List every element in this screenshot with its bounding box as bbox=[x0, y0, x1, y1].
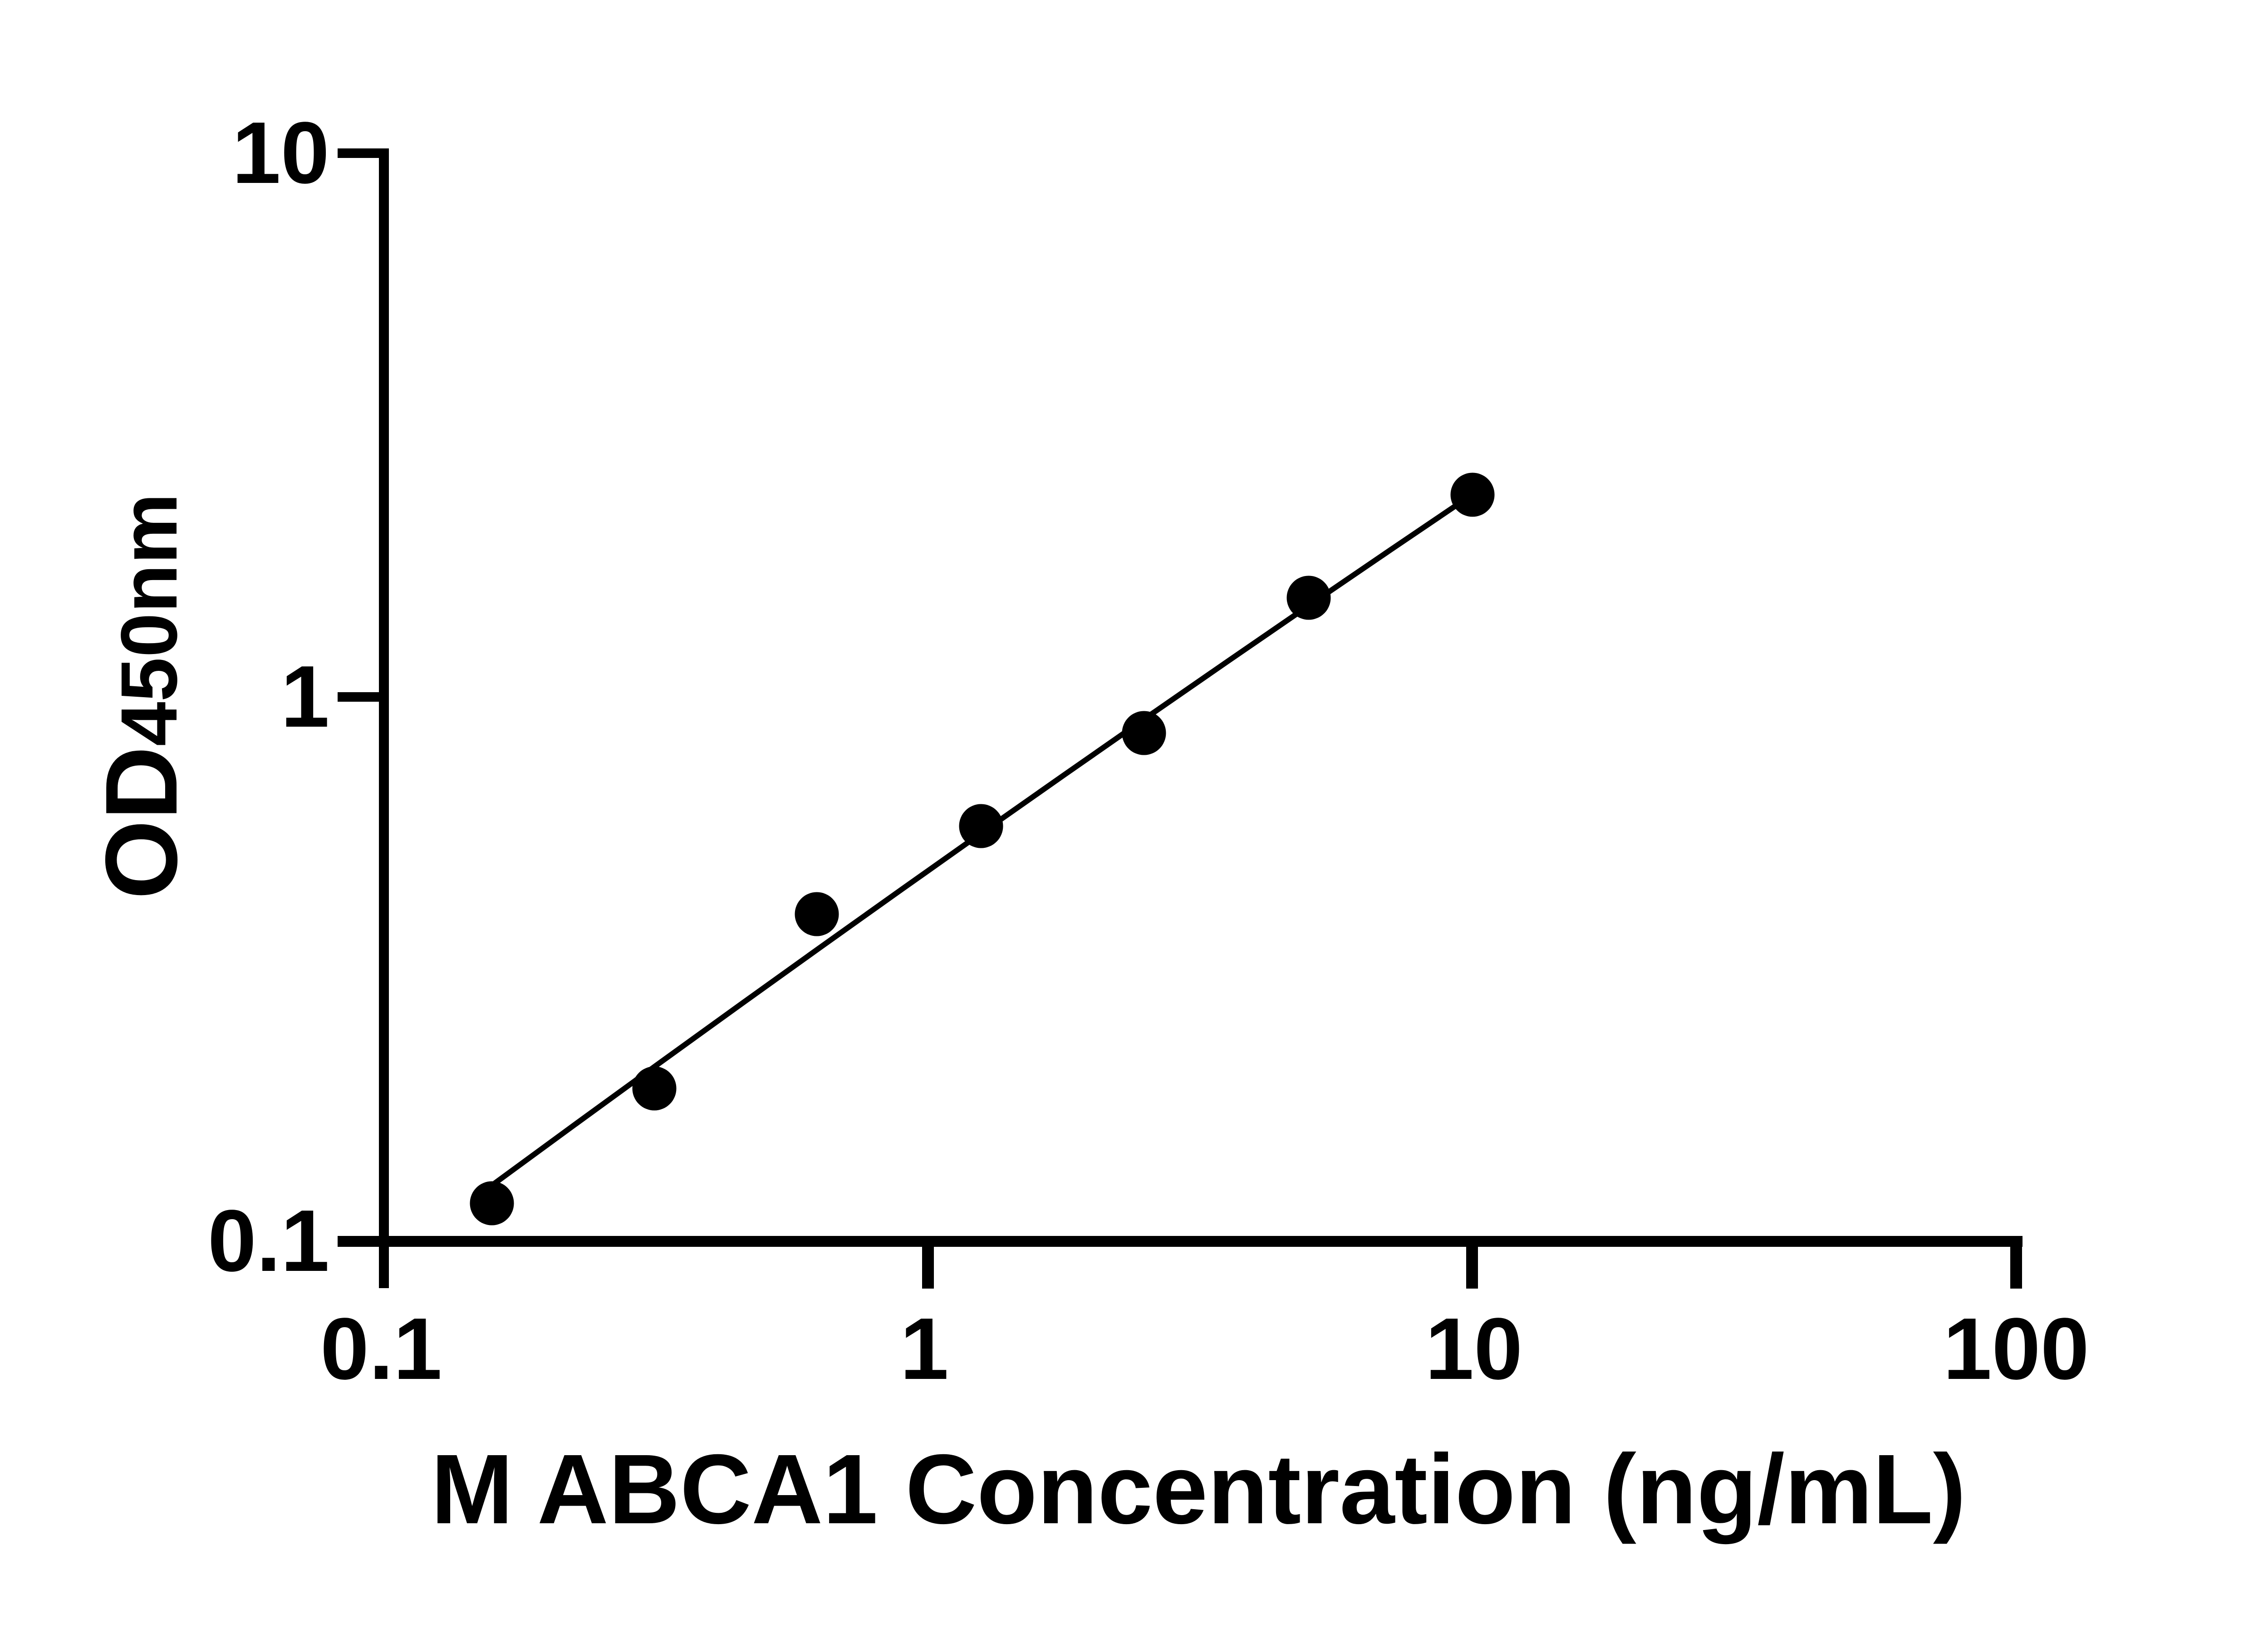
svg-text:100: 100 bbox=[1943, 1299, 2089, 1398]
svg-text:1: 1 bbox=[281, 647, 329, 745]
svg-text:0.1: 0.1 bbox=[208, 1191, 329, 1289]
svg-text:10: 10 bbox=[232, 103, 329, 202]
svg-text:OD450nm: OD450nm bbox=[84, 493, 198, 899]
svg-text:0.1: 0.1 bbox=[320, 1299, 442, 1398]
svg-text:1: 1 bbox=[900, 1299, 948, 1398]
svg-text:M ABCA1 Concentration (ng/mL): M ABCA1 Concentration (ng/mL) bbox=[431, 1434, 1966, 1545]
svg-text:10: 10 bbox=[1425, 1299, 1523, 1398]
